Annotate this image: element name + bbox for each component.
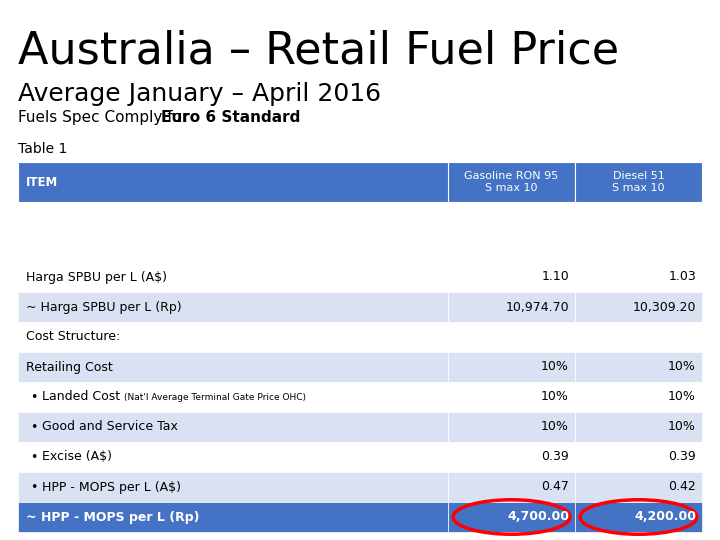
- Bar: [575, 472, 702, 502]
- Text: Table 1: Table 1: [18, 142, 68, 156]
- Bar: [448, 502, 575, 532]
- Text: •: •: [30, 390, 37, 403]
- Text: Harga SPBU per L (A$): Harga SPBU per L (A$): [26, 271, 167, 284]
- Bar: [18, 262, 448, 292]
- Text: 0.42: 0.42: [668, 481, 696, 494]
- Bar: [18, 352, 448, 382]
- Text: 10%: 10%: [541, 421, 569, 434]
- Text: Fuels Spec Comply for: Fuels Spec Comply for: [18, 110, 193, 125]
- Bar: [575, 162, 702, 202]
- Text: 0.39: 0.39: [541, 450, 569, 463]
- Text: 10%: 10%: [668, 361, 696, 374]
- Bar: [18, 292, 448, 322]
- Text: Australia – Retail Fuel Price: Australia – Retail Fuel Price: [18, 30, 619, 73]
- Text: •: •: [30, 421, 37, 434]
- Text: ITEM: ITEM: [26, 176, 58, 188]
- Bar: [448, 442, 575, 472]
- Bar: [18, 442, 448, 472]
- Text: 10%: 10%: [541, 361, 569, 374]
- Bar: [448, 322, 575, 352]
- Bar: [575, 202, 702, 232]
- Bar: [18, 202, 448, 232]
- Text: 1.03: 1.03: [668, 271, 696, 284]
- Text: Cost Structure:: Cost Structure:: [26, 330, 120, 343]
- Bar: [575, 412, 702, 442]
- Text: Gasoline RON 95
S max 10: Gasoline RON 95 S max 10: [464, 171, 559, 193]
- Bar: [575, 382, 702, 412]
- Text: 10%: 10%: [668, 390, 696, 403]
- Bar: [18, 322, 448, 352]
- Text: 10%: 10%: [668, 421, 696, 434]
- Bar: [448, 232, 575, 262]
- Text: Euro 6 Standard: Euro 6 Standard: [161, 110, 300, 125]
- Bar: [448, 352, 575, 382]
- Text: 10,309.20: 10,309.20: [632, 300, 696, 314]
- Text: HPP - MOPS per L (A$): HPP - MOPS per L (A$): [42, 481, 181, 494]
- Text: 1.10: 1.10: [541, 271, 569, 284]
- Text: •: •: [30, 450, 37, 463]
- Bar: [575, 262, 702, 292]
- Bar: [18, 502, 448, 532]
- Bar: [448, 292, 575, 322]
- Text: Excise (A$): Excise (A$): [42, 450, 112, 463]
- Bar: [575, 352, 702, 382]
- Text: (Nat'l Average Terminal Gate Price OHC): (Nat'l Average Terminal Gate Price OHC): [124, 393, 306, 402]
- Text: Retailing Cost: Retailing Cost: [26, 361, 113, 374]
- Bar: [575, 322, 702, 352]
- Text: Good and Service Tax: Good and Service Tax: [42, 421, 178, 434]
- Bar: [575, 292, 702, 322]
- Bar: [448, 162, 575, 202]
- Bar: [448, 412, 575, 442]
- Bar: [18, 232, 448, 262]
- Text: 10%: 10%: [541, 390, 569, 403]
- Bar: [575, 232, 702, 262]
- Bar: [18, 382, 448, 412]
- Bar: [448, 262, 575, 292]
- Text: •: •: [30, 481, 37, 494]
- Text: 0.47: 0.47: [541, 481, 569, 494]
- Bar: [448, 202, 575, 232]
- Bar: [448, 382, 575, 412]
- Text: 0.39: 0.39: [668, 450, 696, 463]
- Bar: [18, 472, 448, 502]
- Text: ~ HPP - MOPS per L (Rp): ~ HPP - MOPS per L (Rp): [26, 510, 199, 523]
- Text: 10,974.70: 10,974.70: [505, 300, 569, 314]
- Bar: [575, 502, 702, 532]
- Text: Landed Cost: Landed Cost: [42, 390, 120, 403]
- Text: 4,700.00: 4,700.00: [507, 510, 569, 523]
- Text: Average January – April 2016: Average January – April 2016: [18, 82, 381, 106]
- Text: ~ Harga SPBU per L (Rp): ~ Harga SPBU per L (Rp): [26, 300, 181, 314]
- Bar: [448, 472, 575, 502]
- Bar: [575, 442, 702, 472]
- Text: 4,200.00: 4,200.00: [634, 510, 696, 523]
- Bar: [18, 162, 702, 202]
- Bar: [18, 412, 448, 442]
- Text: Diesel 51
S max 10: Diesel 51 S max 10: [612, 171, 665, 193]
